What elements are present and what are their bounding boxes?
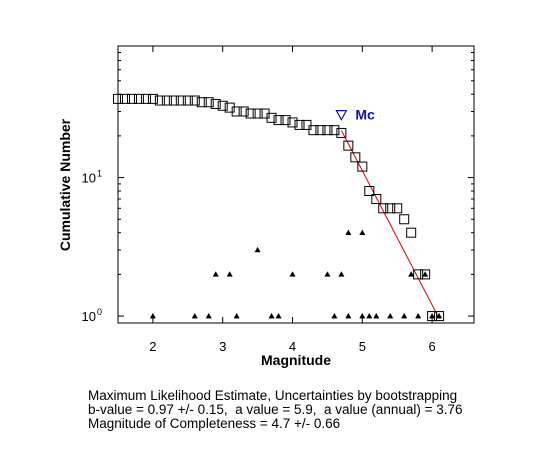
- plot-frame: [117, 45, 475, 324]
- data-point-square: [189, 95, 200, 106]
- data-point-square: [168, 95, 179, 106]
- data-point-square: [420, 269, 431, 280]
- data-point-square: [357, 161, 368, 172]
- cumulative-series: [113, 93, 445, 322]
- data-point-triangle: [268, 312, 275, 319]
- data-point-triangle: [345, 312, 352, 319]
- data-point-square: [336, 127, 347, 138]
- data-point-triangle: [359, 229, 366, 235]
- data-point-square: [182, 95, 193, 106]
- x-axis-label: Magnitude: [261, 352, 331, 368]
- data-point-square: [413, 269, 424, 280]
- fit-line-group: [340, 130, 440, 319]
- data-point-square: [427, 311, 438, 322]
- data-point-triangle: [415, 312, 422, 319]
- data-point-square: [308, 125, 319, 136]
- data-point-triangle: [366, 312, 373, 319]
- noncumulative-series: [149, 229, 443, 319]
- data-point-square: [273, 115, 284, 126]
- data-point-square: [154, 95, 165, 106]
- data-point-triangle: [212, 271, 219, 277]
- x-tick-label: 2: [149, 339, 156, 354]
- data-point-square: [364, 185, 375, 196]
- x-tick-label: 6: [429, 339, 436, 354]
- data-point-square: [126, 93, 137, 104]
- data-point-triangle: [149, 312, 156, 319]
- data-point-triangle: [429, 312, 436, 319]
- data-point-square: [294, 119, 305, 130]
- stats-line-3: Magnitude of Completeness = 4.7 +/- 0.66: [88, 416, 341, 431]
- data-point-triangle: [331, 312, 338, 319]
- data-point-triangle: [338, 271, 345, 277]
- data-point-square: [350, 152, 361, 163]
- data-point-triangle: [373, 312, 380, 319]
- y-tick-label: 10: [82, 171, 96, 186]
- stats-text: Maximum Likelihood Estimate, Uncertainti…: [88, 389, 463, 431]
- data-point-square: [371, 194, 382, 205]
- data-point-triangle: [289, 271, 296, 277]
- data-point-square: [315, 125, 326, 136]
- data-point-square: [434, 311, 445, 322]
- data-point-square: [280, 115, 291, 126]
- data-point-square: [385, 203, 396, 214]
- data-point-square: [196, 97, 207, 108]
- data-point-triangle: [345, 229, 352, 235]
- data-point-square: [287, 117, 298, 128]
- data-point-square: [301, 119, 312, 130]
- data-point-square: [378, 203, 389, 214]
- y-axis-label: Cumulative Number: [57, 118, 73, 251]
- stats-line-1: Maximum Likelihood Estimate, Uncertainti…: [88, 388, 458, 403]
- x-tick-label: 3: [219, 339, 226, 354]
- axis-ticks: [118, 46, 474, 323]
- data-point-square: [133, 93, 144, 104]
- data-point-square: [343, 140, 354, 151]
- x-tick-labels: 2 3 4 5 6: [149, 339, 435, 354]
- data-point-triangle: [233, 312, 240, 319]
- mc-marker-group: Mc: [335, 107, 375, 123]
- data-point-square: [245, 108, 256, 119]
- data-point-triangle: [226, 271, 233, 277]
- data-point-square: [119, 93, 130, 104]
- data-point-square: [140, 93, 151, 104]
- x-tick-label: 5: [359, 339, 366, 354]
- data-point-square: [252, 108, 263, 119]
- data-point-square: [113, 93, 123, 104]
- data-point-triangle: [401, 312, 408, 319]
- data-point-square: [266, 112, 277, 123]
- data-point-triangle: [324, 271, 331, 277]
- data-point-triangle: [408, 271, 415, 277]
- data-point-triangle: [387, 312, 394, 319]
- data-point-square: [161, 95, 172, 106]
- data-point-triangle: [191, 312, 198, 319]
- data-point-square: [203, 97, 214, 108]
- mc-marker-icon: [335, 110, 348, 121]
- data-point-square: [392, 203, 403, 214]
- data-point-square: [224, 102, 235, 113]
- fit-line: [340, 130, 440, 319]
- data-point-triangle: [275, 312, 282, 319]
- data-point-square: [175, 95, 186, 106]
- data-point-triangle: [254, 246, 261, 253]
- data-point-triangle: [359, 312, 366, 319]
- stats-line-2: b-value = 0.97 +/- 0.15, a value = 5.9, …: [88, 402, 463, 417]
- data-point-square: [406, 227, 417, 238]
- data-point-square: [322, 125, 333, 136]
- y-tick-label-exponent: 1: [97, 169, 102, 179]
- y-tick-label: 10: [82, 309, 96, 324]
- data-point-square: [217, 100, 228, 111]
- data-point-square: [329, 125, 340, 136]
- data-point-triangle: [205, 312, 212, 319]
- data-point-square: [147, 93, 158, 104]
- data-point-triangle: [422, 271, 429, 277]
- x-tick-label: 4: [289, 339, 296, 354]
- data-point-triangle: [436, 312, 443, 319]
- data-point-square: [231, 106, 242, 117]
- y-tick-label-exponent: 0: [97, 307, 102, 317]
- data-point-square: [238, 106, 249, 117]
- data-point-square: [399, 214, 410, 225]
- mc-label: Mc: [355, 107, 375, 123]
- data-point-square: [210, 98, 221, 109]
